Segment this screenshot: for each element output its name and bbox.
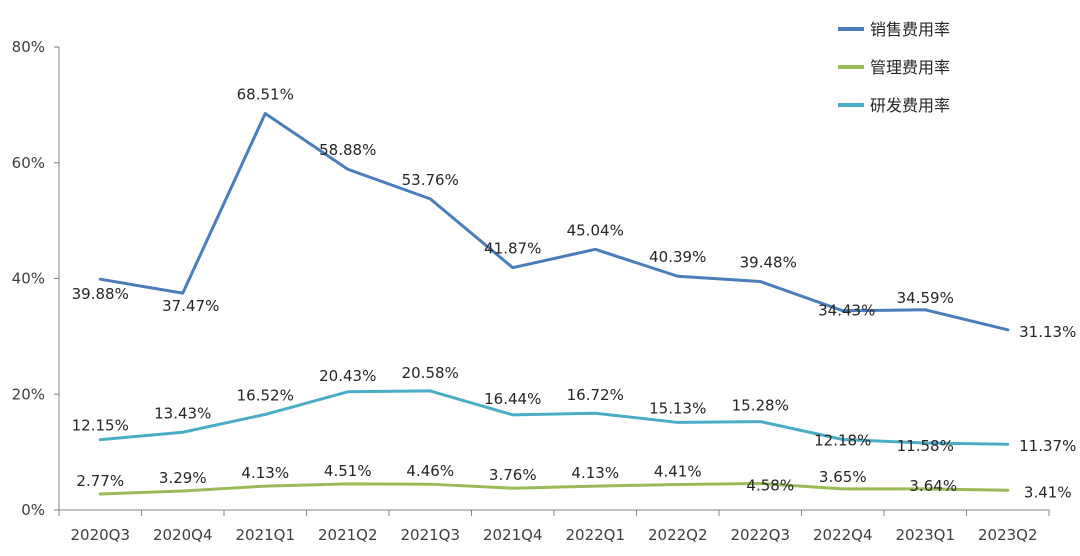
data-label: 3.64% [909,477,957,495]
y-tick-label: 0% [21,501,45,519]
axes: 0% 20% 40% 60% 80% 2020Q3 2020Q4 2021Q1 2021Q2 20… [12,38,1050,544]
data-label: 12.15% [72,417,129,435]
data-label: 45.04% [567,221,624,239]
y-tick-label: 60% [12,154,45,172]
data-label: 4.13% [571,464,619,482]
data-label: 11.37% [1019,437,1076,455]
data-labels: 39.88% 37.47% 68.51% 58.88% 53.76% 41.87% 45.0… [72,85,1077,501]
data-label: 34.43% [818,302,875,320]
x-tick-label: 2021Q1 [235,526,295,544]
data-label: 3.41% [1024,483,1072,501]
data-label: 13.43% [154,404,211,422]
data-label: 16.72% [567,386,624,404]
x-tick-label: 2022Q1 [565,526,625,544]
series-line-1 [98,111,1010,332]
data-label: 4.13% [241,464,289,482]
data-label: 16.44% [484,390,541,408]
data-label: 4.58% [746,476,794,494]
data-label: 4.51% [324,462,372,480]
data-label: 12.18% [814,432,871,450]
legend-label: 研发费用率 [870,96,950,115]
x-tick-label: 2023Q2 [978,526,1038,544]
x-tick-label: 2020Q3 [70,526,130,544]
data-label: 31.13% [1019,323,1076,341]
data-label: 20.43% [319,367,376,385]
series-line-3 [98,389,1010,446]
data-label: 39.48% [740,254,797,272]
data-label: 53.76% [402,171,459,189]
data-label: 3.29% [159,469,207,487]
x-tick-label: 2022Q3 [730,526,790,544]
y-tick-label: 80% [12,38,45,56]
data-label: 15.28% [732,397,789,415]
x-tick-label: 2023Q1 [895,526,955,544]
y-tick-label: 40% [12,270,45,288]
legend-label: 管理费用率 [870,58,950,77]
data-label: 11.58% [897,437,954,455]
x-tick-label: 2021Q2 [318,526,378,544]
data-label: 4.46% [406,462,454,480]
data-label: 34.59% [897,289,954,307]
x-tick-label: 2022Q4 [813,526,873,544]
data-label: 40.39% [649,248,706,266]
x-tick-label: 2021Q4 [483,526,543,544]
data-label: 37.47% [162,297,219,315]
data-label: 4.41% [654,462,702,480]
data-label: 3.76% [489,466,537,484]
series-lines [98,111,1010,496]
x-tick-label: 2020Q4 [153,526,213,544]
data-label: 16.52% [237,386,294,404]
legend-label: 销售费用率 [870,20,950,39]
data-label: 20.58% [402,364,459,382]
data-label: 41.87% [484,240,541,258]
data-label: 58.88% [319,141,376,159]
data-label: 2.77% [76,472,124,490]
x-tick-label: 2022Q2 [648,526,708,544]
x-tick-label: 2021Q3 [400,526,460,544]
data-label: 39.88% [72,285,129,303]
data-label: 68.51% [237,85,294,103]
y-tick-label: 20% [12,385,45,403]
data-label: 15.13% [649,399,706,417]
series-line-2 [98,481,1010,496]
data-label: 3.65% [819,468,867,486]
